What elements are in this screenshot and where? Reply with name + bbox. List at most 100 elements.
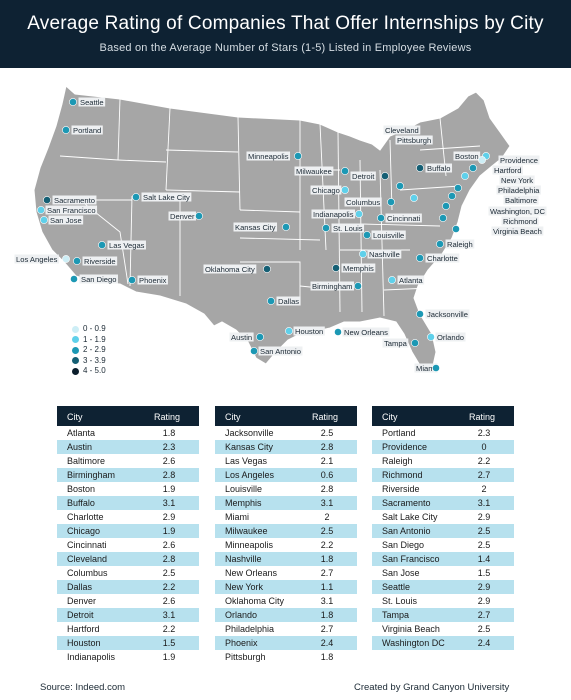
city-cell: Los Angeles — [225, 470, 275, 480]
city-cell: Richmond — [382, 470, 423, 480]
city-point — [43, 196, 51, 204]
city-label: Nashville — [369, 250, 400, 259]
city-label-background — [371, 230, 406, 240]
table-row: Providence 0 — [372, 440, 514, 454]
city-label-background — [79, 274, 118, 284]
state-border-line — [240, 261, 301, 300]
table-row: Jacksonville 2.5 — [215, 426, 357, 440]
city-label: Las Vegas — [109, 241, 145, 250]
city-label: San Antonio — [260, 347, 301, 356]
city-point — [263, 265, 271, 273]
rating-cell: 2.2 — [477, 456, 491, 466]
city-label: Seattle — [80, 98, 104, 107]
rating-cell: 0 — [481, 442, 487, 452]
city-marker: Indianapolis — [311, 209, 363, 219]
city-label-background — [501, 216, 539, 226]
city-marker: Virginia Beach — [452, 225, 544, 236]
city-point — [322, 224, 330, 232]
city-label: San Jose — [50, 216, 82, 225]
city-label-background — [168, 211, 196, 221]
city-label-background — [435, 332, 466, 342]
city-cell: Dallas — [67, 582, 93, 592]
city-label-background — [453, 151, 481, 161]
column-header-city: City — [382, 412, 398, 422]
table-row: Indianapolis 1.9 — [57, 650, 199, 664]
city-cell: Miami — [225, 512, 249, 522]
table-row: New York 1.1 — [215, 580, 357, 594]
city-marker: Columbus — [344, 197, 395, 207]
city-label-background — [14, 254, 59, 264]
city-cell: Raleigh — [382, 456, 413, 466]
city-marker: Dallas — [267, 296, 301, 306]
city-point — [128, 276, 136, 284]
city-label: Raleigh — [447, 240, 473, 249]
city-point — [439, 214, 447, 222]
table-row: Washington DC 2.4 — [372, 636, 514, 650]
table-row: Minneapolis 2.2 — [215, 538, 357, 552]
city-marker: Chicago — [310, 185, 349, 195]
city-cell: Louisville — [225, 484, 263, 494]
city-point — [73, 257, 81, 265]
city-label: Memphis — [343, 264, 374, 273]
city-cell: Minneapolis — [225, 540, 274, 550]
state-border-line — [399, 185, 461, 191]
legend-swatch — [72, 367, 79, 375]
city-label: Charlotte — [427, 254, 458, 263]
column-header-rating: Rating — [312, 412, 339, 422]
state-border-line — [117, 98, 121, 161]
rating-cell: 2.6 — [162, 456, 176, 466]
state-border-line — [239, 237, 321, 241]
city-marker: Milwaukee — [294, 166, 349, 176]
city-point — [410, 194, 418, 202]
city-label-background — [311, 209, 356, 219]
table-row: Houston 1.5 — [57, 636, 199, 650]
legend-label: 4 - 5.0 — [83, 366, 106, 375]
rating-cell: 2.2 — [162, 624, 176, 634]
city-point — [256, 333, 264, 341]
table-header: City Rating — [215, 406, 357, 426]
city-point — [267, 297, 275, 305]
rating-cell: 3.1 — [477, 498, 491, 508]
city-marker: Charlotte — [416, 253, 460, 263]
city-marker: Louisville — [363, 230, 406, 240]
city-label: Detroit — [352, 172, 375, 181]
city-point — [427, 333, 435, 341]
rating-table-1: City Rating Atlanta 1.8 Austin 2.3 Baltimore… — [57, 406, 199, 664]
city-cell: San Diego — [382, 540, 425, 550]
rating-cell: 1.8 — [320, 554, 334, 564]
state-border-line — [379, 169, 385, 317]
rating-cell: 2.8 — [162, 470, 176, 480]
city-label: Orlando — [437, 333, 464, 342]
city-label: Washington, DC — [490, 207, 546, 216]
city-point — [387, 198, 395, 206]
city-label: Dallas — [278, 297, 299, 306]
city-label-background — [52, 195, 97, 205]
city-cell: Boston — [67, 484, 96, 494]
city-point — [416, 310, 424, 318]
city-label-background — [141, 192, 192, 202]
city-point — [388, 276, 396, 284]
city-label-background — [293, 326, 325, 336]
table-row: Cleveland 2.8 — [57, 552, 199, 566]
city-marker: Las Vegas — [98, 240, 146, 250]
city-label-background — [395, 135, 433, 145]
city-label: Tampa — [384, 339, 408, 348]
table-body: Portland 2.3 Providence 0 Raleigh 2.2 Richmond… — [372, 426, 514, 650]
city-point — [70, 275, 78, 283]
city-label: Buffalo — [427, 164, 451, 173]
city-cell: Portland — [382, 428, 416, 438]
city-marker: Oklahoma City — [203, 264, 271, 274]
city-label: New York — [501, 176, 533, 185]
city-cell: Virginia Beach — [382, 624, 440, 634]
city-marker: Nashville — [359, 249, 402, 259]
city-label-background — [350, 171, 376, 181]
city-label-background — [45, 205, 98, 215]
city-cell: New Orleans — [225, 568, 278, 578]
city-marker: Pittsburgh — [395, 135, 433, 202]
table-row: Pittsburgh 1.8 — [215, 650, 357, 664]
city-label: Portland — [73, 126, 101, 135]
city-label-background — [496, 185, 541, 195]
city-cell: Houston — [67, 638, 101, 648]
state-borders — [59, 98, 481, 317]
